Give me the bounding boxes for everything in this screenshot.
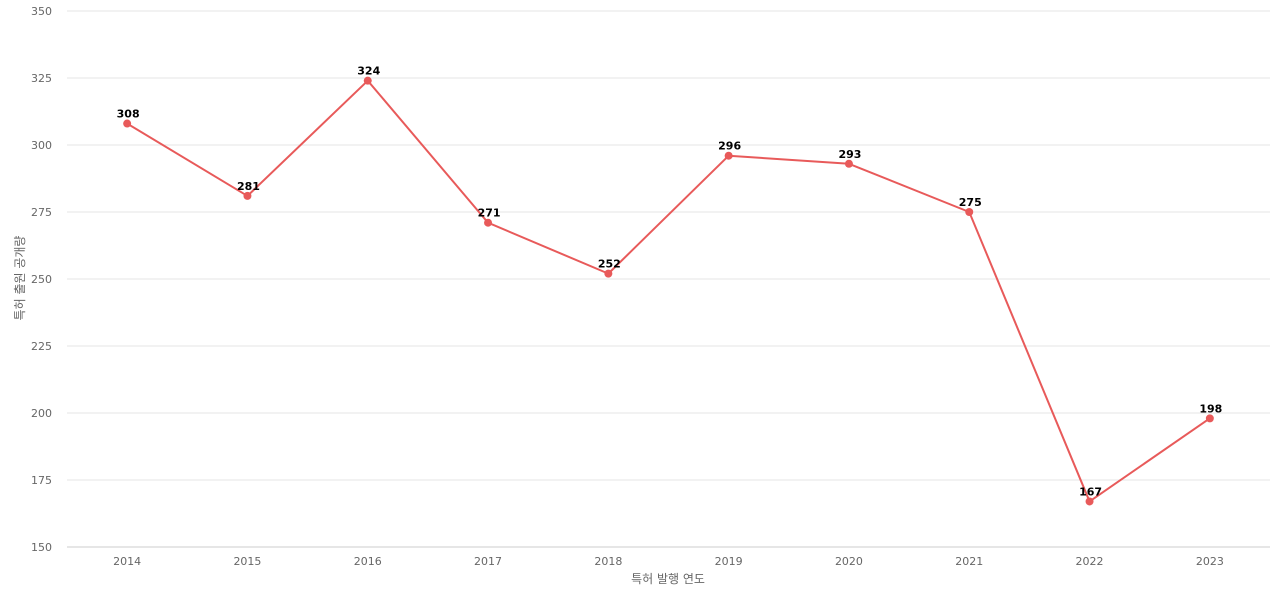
x-tick-label: 2020 <box>835 555 863 568</box>
x-axis-title: 특허 발행 연도 <box>631 571 705 586</box>
data-point <box>844 159 853 168</box>
x-tick-label: 2018 <box>594 555 622 568</box>
y-tick-label: 325 <box>31 72 52 85</box>
x-tick-label: 2016 <box>354 555 382 568</box>
x-tick-label: 2015 <box>233 555 261 568</box>
x-axis-ticks: 2014 2015 2016 2017 2018 2019 2020 2021 2022 2023 <box>113 555 1224 568</box>
data-label: 281 <box>237 180 260 193</box>
y-axis-ticks: 150 175 200 225 250 275 300 325 350 <box>31 5 52 554</box>
data-point <box>484 218 493 227</box>
data-label: 324 <box>357 65 380 78</box>
y-tick-label: 250 <box>31 273 52 286</box>
y-tick-label: 200 <box>31 407 52 420</box>
data-label: 275 <box>959 196 982 209</box>
y-tick-label: 300 <box>31 139 52 152</box>
x-tick-label: 2021 <box>955 555 983 568</box>
series-line <box>126 79 1211 503</box>
x-tick-label: 2022 <box>1076 555 1104 568</box>
data-point <box>965 208 974 216</box>
x-tick-label: 2017 <box>474 555 502 568</box>
y-tick-label: 175 <box>31 474 52 487</box>
data-point <box>123 119 132 128</box>
data-point <box>243 191 252 200</box>
data-label: 271 <box>478 207 501 220</box>
data-point <box>1085 497 1094 506</box>
series-layer <box>123 76 1214 506</box>
x-tick-label: 2014 <box>113 555 141 568</box>
data-point <box>1205 414 1214 423</box>
data-label: 308 <box>117 108 140 121</box>
data-labels: 308 281 324 271 252 296 293 275 167 198 <box>117 65 1223 499</box>
y-tick-label: 275 <box>31 206 52 219</box>
data-label: 198 <box>1199 402 1222 415</box>
data-label: 167 <box>1079 485 1102 498</box>
data-label: 296 <box>718 140 741 153</box>
y-tick-label: 350 <box>31 5 52 18</box>
data-point <box>604 269 613 278</box>
data-point <box>724 151 733 160</box>
gridlines <box>67 10 1270 548</box>
data-label: 252 <box>598 258 621 271</box>
data-point <box>363 76 372 85</box>
data-label: 293 <box>838 148 861 161</box>
x-tick-label: 2019 <box>715 555 743 568</box>
x-tick-label: 2023 <box>1196 555 1224 568</box>
y-tick-label: 150 <box>31 541 52 554</box>
y-tick-label: 225 <box>31 340 52 353</box>
y-axis-title: 특허 출원 공개량 <box>13 236 27 321</box>
